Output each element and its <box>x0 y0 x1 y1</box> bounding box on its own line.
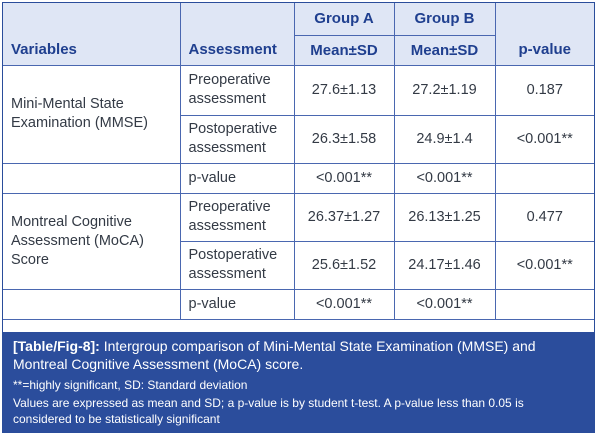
group-a-cell: <0.001** <box>293 162 395 194</box>
header-assessment: Assessment <box>179 3 295 66</box>
p-value-cell <box>494 162 594 194</box>
caption-footnote-method: Values are expressed as mean and SD; a p… <box>13 396 524 426</box>
variable-empty-cell <box>3 288 181 320</box>
group-a-cell: 25.6±1.52 <box>293 240 395 290</box>
group-b-cell: 26.13±1.25 <box>393 192 496 242</box>
group-a-cell: 27.6±1.13 <box>293 64 395 116</box>
assessment-cell: Postoperative assessment <box>180 240 295 290</box>
table-row: p-value <0.001** <0.001** <box>3 288 594 320</box>
group-b-cell: 27.2±1.19 <box>393 64 496 116</box>
variable-mmse: Mini-Mental State Examination (MMSE) <box>3 64 181 164</box>
table-row: p-value <0.001** <0.001** <box>3 162 594 194</box>
header-group-a: Group A <box>293 3 395 36</box>
header-p-value: p-value <box>494 3 594 66</box>
group-b-cell: 24.9±1.4 <box>393 114 496 164</box>
header-mean-sd-b: Mean±SD <box>393 34 495 66</box>
p-value-cell: <0.001** <box>494 114 594 164</box>
assessment-cell: Postoperative assessment <box>180 114 295 164</box>
p-value-cell: <0.001** <box>494 240 594 290</box>
group-b-cell: 24.17±1.46 <box>393 240 496 290</box>
variable-moca: Montreal Cognitive Assessment (MoCA) Sco… <box>3 192 181 290</box>
p-value-cell: 0.477 <box>494 192 594 242</box>
assessment-cell: p-value <box>179 162 295 194</box>
group-b-cell: <0.001** <box>393 288 496 320</box>
table-row: Postoperative assessment 26.3±1.58 24.9±… <box>3 114 594 164</box>
p-value-cell: 0.187 <box>494 64 594 116</box>
variable-empty-cell <box>3 162 181 194</box>
assessment-cell: Preoperative assessment <box>179 64 295 116</box>
caption-title: Intergroup comparison of Mini-Mental Sta… <box>13 338 536 372</box>
comparison-table: Variables Assessment Group A Group B p-v… <box>3 3 594 320</box>
assessment-cell: Preoperative assessment <box>179 192 295 242</box>
group-a-cell: 26.37±1.27 <box>293 192 395 242</box>
table-row: Mini-Mental State Examination (MMSE) Pre… <box>3 64 594 164</box>
assessment-cell: p-value <box>179 288 295 320</box>
caption-title-line: [Table/Fig-8]: Intergroup comparison of … <box>13 337 584 373</box>
p-value-cell <box>494 288 594 320</box>
header-mean-sd-a: Mean±SD <box>294 34 395 66</box>
header-group-b: Group B <box>393 3 496 36</box>
table-row: Montreal Cognitive Assessment (MoCA) Sco… <box>3 192 594 290</box>
table-row: Postoperative assessment 25.6±1.52 24.17… <box>3 240 594 290</box>
group-a-cell: <0.001** <box>293 288 395 320</box>
group-a-cell: 26.3±1.58 <box>293 114 395 164</box>
group-b-cell: <0.001** <box>393 162 496 194</box>
caption-tag: [Table/Fig-8]: <box>13 338 100 354</box>
header-variables: Variables <box>3 3 181 66</box>
caption-footnote-significance: **=highly significant, SD: Standard devi… <box>13 378 248 392</box>
table-caption: [Table/Fig-8]: Intergroup comparison of … <box>3 332 594 432</box>
